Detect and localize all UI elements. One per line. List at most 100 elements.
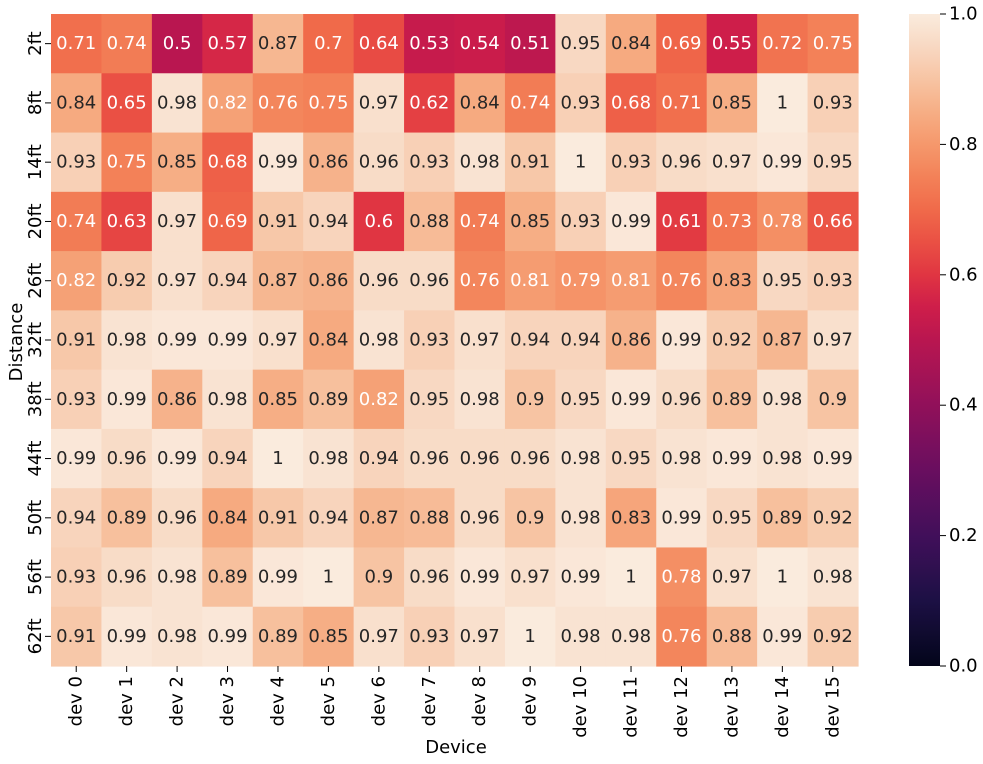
cell-value-label: 0.55 (712, 33, 752, 54)
cell-value-label: 0.98 (611, 626, 651, 647)
cell-value-label: 0.66 (813, 211, 853, 232)
heatmap-cell (656, 132, 708, 193)
cell-value-label: 0.91 (56, 626, 96, 647)
heatmap-cell (353, 191, 405, 252)
cell-value-label: 0.98 (762, 389, 802, 410)
x-tick-label: dev 0 (66, 676, 87, 726)
heatmap-cell (656, 606, 708, 667)
cell-value-label: 0.98 (460, 389, 500, 410)
heatmap-cell (757, 73, 809, 134)
cell-value-label: 0.88 (712, 626, 752, 647)
heatmap-cell (757, 251, 809, 311)
heatmap-cell (151, 547, 203, 608)
cell-value-label: 0.97 (359, 92, 399, 113)
cell-value-label: 0.76 (258, 92, 298, 113)
heatmap-cell (656, 488, 708, 549)
cell-value-label: 0.98 (561, 448, 601, 469)
heatmap-cell (151, 428, 203, 489)
y-tick-label: 62ft (25, 618, 46, 654)
heatmap-cell (555, 428, 607, 489)
cell-value-label: 0.64 (359, 33, 399, 54)
cell-value-label: 0.96 (157, 507, 197, 528)
cell-value-label: 0.91 (258, 211, 298, 232)
heatmap-cell (807, 606, 859, 667)
heatmap-cell (605, 488, 657, 549)
cell-value-label: 0.94 (561, 330, 601, 351)
cell-value-label: 1 (524, 626, 535, 647)
colorbar-tick-label: 1.0 (949, 4, 978, 25)
cell-value-label: 0.82 (359, 389, 399, 410)
heatmap-cell (605, 606, 657, 667)
heatmap-cell (605, 369, 657, 430)
cell-value-label: 0.96 (409, 567, 449, 588)
heatmap-cell (404, 369, 456, 430)
heatmap-cell (454, 547, 506, 608)
cell-value-label: 0.81 (611, 270, 651, 291)
cell-value-label: 0.5 (163, 33, 192, 54)
cell-value-label: 0.97 (157, 270, 197, 291)
cell-value-label: 0.7 (314, 33, 343, 54)
heatmap-cell (706, 132, 758, 193)
heatmap-cell (51, 488, 103, 549)
cell-value-label: 0.97 (359, 626, 399, 647)
cell-value-label: 0.62 (409, 92, 449, 113)
cell-value-label: 0.99 (661, 330, 701, 351)
heatmap-cell (555, 310, 607, 371)
cell-value-label: 0.98 (308, 448, 348, 469)
x-tick-label: dev 4 (267, 676, 288, 726)
cell-value-label: 0.89 (712, 389, 752, 410)
heatmap-cell (706, 488, 758, 549)
heatmap-cell (605, 310, 657, 371)
heatmap-cell (101, 14, 153, 74)
heatmap-cell (757, 14, 809, 74)
heatmap-cell (404, 547, 456, 608)
heatmap-cell (555, 606, 607, 667)
cell-value-label: 0.69 (661, 33, 701, 54)
heatmap-cell (605, 73, 657, 134)
heatmap-cell (555, 73, 607, 134)
heatmap-cell (404, 251, 456, 311)
heatmap-cell (656, 14, 708, 74)
heatmap-cell (151, 191, 203, 252)
heatmap-cell (454, 428, 506, 489)
heatmap-cell (757, 428, 809, 489)
x-tick-label: dev 9 (520, 676, 541, 726)
heatmap-cell (101, 369, 153, 430)
cell-value-label: 0.84 (207, 507, 247, 528)
heatmap-cell (303, 14, 355, 74)
cell-value-label: 0.99 (712, 448, 752, 469)
cell-value-label: 0.87 (359, 507, 399, 528)
heatmap-cell (151, 310, 203, 371)
cell-value-label: 0.99 (157, 448, 197, 469)
cell-value-label: 0.95 (409, 389, 449, 410)
heatmap-cell (202, 251, 254, 311)
cell-value-label: 0.54 (460, 33, 500, 54)
cell-value-label: 0.65 (107, 92, 147, 113)
cell-value-label: 0.95 (611, 448, 651, 469)
heatmap-cell (605, 132, 657, 193)
cell-value-label: 0.98 (561, 507, 601, 528)
heatmap-cell (51, 547, 103, 608)
heatmap-cell (605, 251, 657, 311)
heatmap-cell (101, 488, 153, 549)
heatmap-cell (404, 132, 456, 193)
cell-value-label: 1 (323, 567, 334, 588)
heatmap-cell (101, 310, 153, 371)
heatmap-cell (807, 73, 859, 134)
heatmap-cell (706, 428, 758, 489)
cell-value-label: 0.73 (712, 211, 752, 232)
heatmap-cell (656, 547, 708, 608)
cell-value-label: 1 (625, 567, 636, 588)
heatmap-cell (252, 73, 304, 134)
cell-value-label: 0.63 (107, 211, 147, 232)
heatmap-cell (252, 251, 304, 311)
cell-value-label: 0.98 (157, 567, 197, 588)
heatmap-cell (706, 73, 758, 134)
x-tick-label: dev 8 (469, 676, 490, 726)
cell-value-label: 0.93 (409, 626, 449, 647)
heatmap-cell (303, 369, 355, 430)
x-tick-label: dev 2 (167, 676, 188, 726)
cell-value-label: 0.98 (460, 152, 500, 173)
cell-value-label: 0.98 (661, 448, 701, 469)
